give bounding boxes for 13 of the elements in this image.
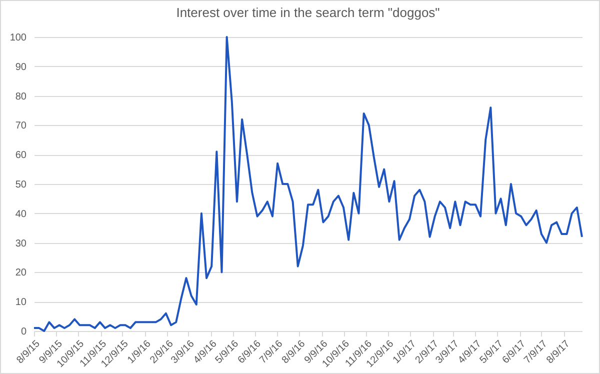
y-tick-label: 90 [15, 62, 27, 73]
y-tick-label: 50 [15, 180, 27, 190]
y-tick-label: 10 [15, 297, 27, 308]
y-tick-label: 30 [15, 238, 27, 250]
y-tick-label: 80 [15, 91, 27, 102]
y-tick-label: 40 [15, 208, 27, 220]
chart-title: Interest over time in the search term "doggos" [176, 5, 440, 20]
y-tick-label: 70 [15, 120, 27, 132]
line-series [33, 36, 583, 332]
y-tick-label: 100 [10, 32, 27, 44]
y-tick-label: 0 [20, 326, 27, 338]
y-tick-label: 60 [15, 150, 27, 162]
y-tick-label: 20 [15, 268, 27, 279]
